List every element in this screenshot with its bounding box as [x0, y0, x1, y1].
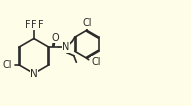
- Text: Cl: Cl: [82, 18, 91, 28]
- Text: N: N: [62, 42, 70, 52]
- Text: Cl: Cl: [2, 60, 12, 70]
- Text: F: F: [31, 20, 37, 30]
- Text: F: F: [25, 20, 30, 30]
- Text: F: F: [38, 20, 43, 30]
- Text: Cl: Cl: [91, 57, 101, 67]
- Text: O: O: [52, 33, 59, 43]
- Text: N: N: [30, 69, 38, 79]
